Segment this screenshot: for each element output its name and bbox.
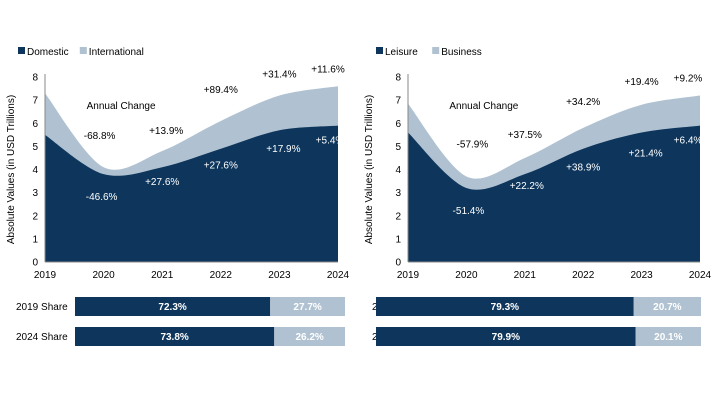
chart2-x-tick-label: 2020	[455, 270, 478, 281]
chart2-y-tick-label: 5	[395, 142, 401, 153]
chart1-change-label-international: +13.9%	[149, 126, 183, 137]
chart2-y-tick-label: 8	[395, 73, 401, 84]
chart2-share-value-business: 20.1%	[654, 332, 682, 343]
chart1-x-tick-label: 2023	[268, 270, 291, 281]
chart1-change-label-domestic: +5.4%	[316, 136, 345, 147]
chart2-legend-swatch-business	[432, 47, 440, 54]
chart2-x-tick-label: 2024	[689, 270, 712, 281]
chart1-x-tick-label: 2020	[92, 270, 115, 281]
chart1-change-label-international: +89.4%	[204, 85, 238, 96]
chart1-share-bar-international	[270, 297, 345, 316]
chart2-y-tick-label: 2	[395, 211, 401, 222]
chart1-y-tick-label: 4	[32, 165, 38, 176]
chart1-y-tick-label: 6	[32, 119, 38, 130]
chart1-area-domestic	[45, 125, 338, 262]
chart2-y-tick-label: 7	[395, 96, 401, 107]
chart2-change-label-leisure: +21.4%	[628, 149, 662, 160]
chart2-x-tick-label: 2019	[397, 270, 420, 281]
chart2-legend-label-leisure: Leisure	[385, 47, 418, 58]
chart2-change-label-business: +34.2%	[566, 97, 600, 108]
chart1-y-tick-label: 5	[32, 142, 38, 153]
chart1-share-value-domestic: 72.3%	[158, 302, 186, 313]
chart1-y-axis-title: Absolute Values (in USD Trillions)	[6, 95, 17, 244]
chart1-change-label-domestic: +27.6%	[145, 177, 179, 188]
chart2-change-label-leisure: +6.4%	[674, 136, 703, 147]
chart2-annual-change-annotation: Annual Change	[449, 101, 518, 112]
chart2-y-tick-label: 4	[395, 165, 401, 176]
chart1-share-value-international: 27.7%	[293, 302, 321, 313]
chart2-change-label-business: +19.4%	[624, 77, 658, 88]
chart2-share-bar-business	[635, 327, 701, 346]
chart1-share-bar-international	[274, 327, 345, 346]
chart1-x-tick-label: 2022	[210, 270, 233, 281]
chart1-y-tick-label: 0	[32, 258, 38, 269]
chart2-area-leisure	[408, 125, 700, 262]
chart1-annual-change-annotation: Annual Change	[87, 101, 156, 112]
chart1-legend-label-international: International	[89, 47, 144, 58]
chart2-share-bar-leisure	[376, 297, 634, 316]
chart1-share-row-label: 2024 Share	[16, 332, 68, 343]
chart2-y-tick-label: 0	[395, 258, 401, 269]
chart2-change-label-business: -57.9%	[457, 139, 489, 150]
chart2-change-label-business: +37.5%	[508, 130, 542, 141]
chart2-change-label-leisure: -51.4%	[453, 206, 485, 217]
chart1-y-tick-label: 1	[32, 234, 38, 245]
chart1-share-value-international: 26.2%	[295, 332, 323, 343]
chart2-y-tick-label: 6	[395, 119, 401, 130]
chart2-y-tick-label: 1	[395, 234, 401, 245]
chart1-legend-swatch-domestic	[18, 47, 25, 54]
chart1-change-label-international: -68.8%	[84, 131, 116, 142]
chart1-legend-label-domestic: Domestic	[27, 47, 69, 58]
chart2-change-label-business: +9.2%	[674, 74, 703, 85]
chart1-y-tick-label: 7	[32, 96, 38, 107]
chart2-share-value-leisure: 79.3%	[491, 302, 519, 313]
chart2-x-tick-label: 2022	[572, 270, 595, 281]
chart2-change-label-leisure: +38.9%	[566, 163, 600, 174]
chart2-legend-swatch-leisure	[376, 47, 383, 54]
chart1-change-label-international: +11.6%	[311, 64, 345, 75]
chart1-legend-swatch-international	[79, 47, 87, 54]
chart1-x-tick-label: 2021	[151, 270, 174, 281]
chart2-x-tick-label: 2023	[630, 270, 653, 281]
chart1-x-tick-label: 2024	[327, 270, 350, 281]
chart2-share-value-business: 20.7%	[653, 302, 681, 313]
chart1-change-label-domestic: -46.6%	[86, 192, 118, 203]
chart2-share-bar-leisure	[376, 327, 636, 346]
chart1-x-tick-label: 2019	[34, 270, 57, 281]
chart1-share-bar-domestic	[75, 297, 271, 316]
chart1-share-row-label: 2019 Share	[16, 302, 68, 313]
chart2-legend-label-business: Business	[441, 47, 482, 58]
chart2-share-value-leisure: 79.9%	[492, 332, 520, 343]
chart2-y-axis-title: Absolute Values (in USD Trillions)	[364, 95, 375, 244]
chart2-x-tick-label: 2021	[514, 270, 537, 281]
chart1-change-label-domestic: +27.6%	[204, 161, 238, 172]
chart2-y-tick-label: 3	[395, 188, 401, 199]
chart2-change-label-leisure: +22.2%	[510, 181, 544, 192]
chart1-y-tick-label: 2	[32, 211, 38, 222]
chart1-change-label-international: +31.4%	[262, 70, 296, 81]
chart1-y-tick-label: 3	[32, 188, 38, 199]
chart1-share-bar-domestic	[75, 327, 275, 346]
chart1-y-tick-label: 8	[32, 73, 38, 84]
chart1-share-value-domestic: 73.8%	[160, 332, 188, 343]
chart1-change-label-domestic: +17.9%	[266, 144, 300, 155]
chart2-share-bar-business	[633, 297, 701, 316]
